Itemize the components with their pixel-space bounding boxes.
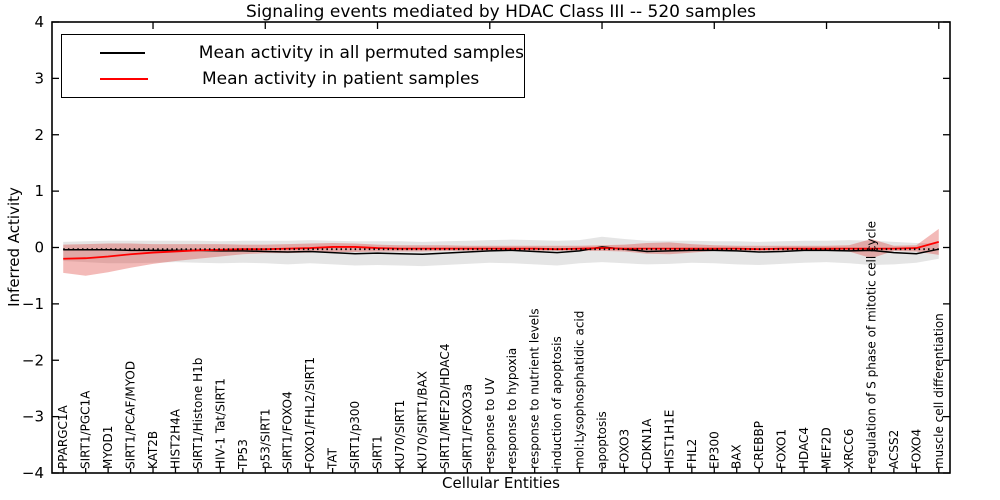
svg-text:HDAC4: HDAC4 [797,427,811,469]
y-axis-label: Inferred Activity [5,187,23,307]
svg-text:SIRT1/PCAF/MYOD: SIRT1/PCAF/MYOD [124,361,138,469]
svg-text:TP53: TP53 [236,439,250,470]
svg-text:induction of apoptosis: induction of apoptosis [550,336,564,469]
svg-text:−2: −2 [22,351,44,369]
legend-label-patient: Mean activity in patient samples [202,68,480,89]
svg-text:SIRT1/p300: SIRT1/p300 [348,401,362,469]
permuted-line-swatch [100,52,145,55]
svg-text:SIRT1/MEF2D/HDAC4: SIRT1/MEF2D/HDAC4 [438,344,452,469]
legend: Mean activity in all permuted samples Me… [61,34,525,98]
svg-text:SIRT1: SIRT1 [371,435,385,469]
svg-text:KU70/SIRT1/BAX: KU70/SIRT1/BAX [415,371,429,469]
x-axis-label: Cellular Entities [442,474,560,492]
svg-text:FOXO1/FHL2/SIRT1: FOXO1/FHL2/SIRT1 [303,357,317,469]
svg-text:SIRT1/FOXO4: SIRT1/FOXO4 [281,391,295,469]
svg-text:response to hypoxia: response to hypoxia [505,348,519,469]
svg-text:response to UV: response to UV [483,377,497,469]
svg-text:FOXO3: FOXO3 [617,429,631,469]
svg-text:p53/SIRT1: p53/SIRT1 [258,408,272,469]
svg-text:FOXO1: FOXO1 [775,429,789,469]
svg-text:HIST1H1E: HIST1H1E [662,410,676,469]
legend-label-permuted: Mean activity in all permuted samples [198,43,524,64]
svg-text:KU70/SIRT1: KU70/SIRT1 [393,400,407,469]
svg-text:apoptosis: apoptosis [595,411,609,469]
svg-text:KAT2B: KAT2B [146,431,160,469]
svg-text:TAT: TAT [326,447,340,470]
svg-text:EP300: EP300 [707,431,721,469]
svg-text:XRCC6: XRCC6 [842,429,856,469]
svg-text:SIRT1/Histone H1b: SIRT1/Histone H1b [191,358,205,469]
patient-line-swatch [100,77,148,80]
svg-text:response to nutrient levels: response to nutrient levels [528,308,542,469]
svg-text:0: 0 [34,239,44,257]
svg-text:HIST2H4A: HIST2H4A [168,408,182,469]
svg-text:MEF2D: MEF2D [820,427,834,469]
svg-text:MYOD1: MYOD1 [101,426,115,469]
chart-title: Signaling events mediated by HDAC Class … [245,2,757,22]
svg-text:−4: −4 [22,464,44,482]
svg-text:−3: −3 [22,408,44,426]
svg-text:ACSS2: ACSS2 [887,430,901,469]
svg-text:CDKN1A: CDKN1A [640,418,654,469]
svg-text:PPARGC1A: PPARGC1A [56,404,70,469]
svg-text:muscle cell differentiation: muscle cell differentiation [932,313,946,469]
svg-text:SIRT1/FOXO3a: SIRT1/FOXO3a [460,384,474,469]
svg-text:FHL2: FHL2 [685,439,699,469]
legend-item-permuted: Mean activity in all permuted samples [62,43,524,63]
svg-text:3: 3 [34,69,44,87]
legend-item-patient: Mean activity in patient samples [62,69,524,89]
svg-text:FOXO4: FOXO4 [909,429,923,469]
svg-text:HIV-1 Tat/SIRT1: HIV-1 Tat/SIRT1 [213,378,227,469]
svg-text:regulation of S phase of mitot: regulation of S phase of mitotic cell cy… [864,221,878,469]
svg-text:SIRT1/PGC1A: SIRT1/PGC1A [79,390,93,469]
svg-text:mol:Lysophosphatidic acid: mol:Lysophosphatidic acid [573,311,587,469]
svg-text:4: 4 [34,13,44,31]
svg-text:2: 2 [34,126,44,144]
svg-text:1: 1 [34,182,44,200]
svg-text:BAX: BAX [730,444,744,469]
svg-text:CREBBP: CREBBP [752,421,766,469]
svg-text:−1: −1 [22,295,44,313]
